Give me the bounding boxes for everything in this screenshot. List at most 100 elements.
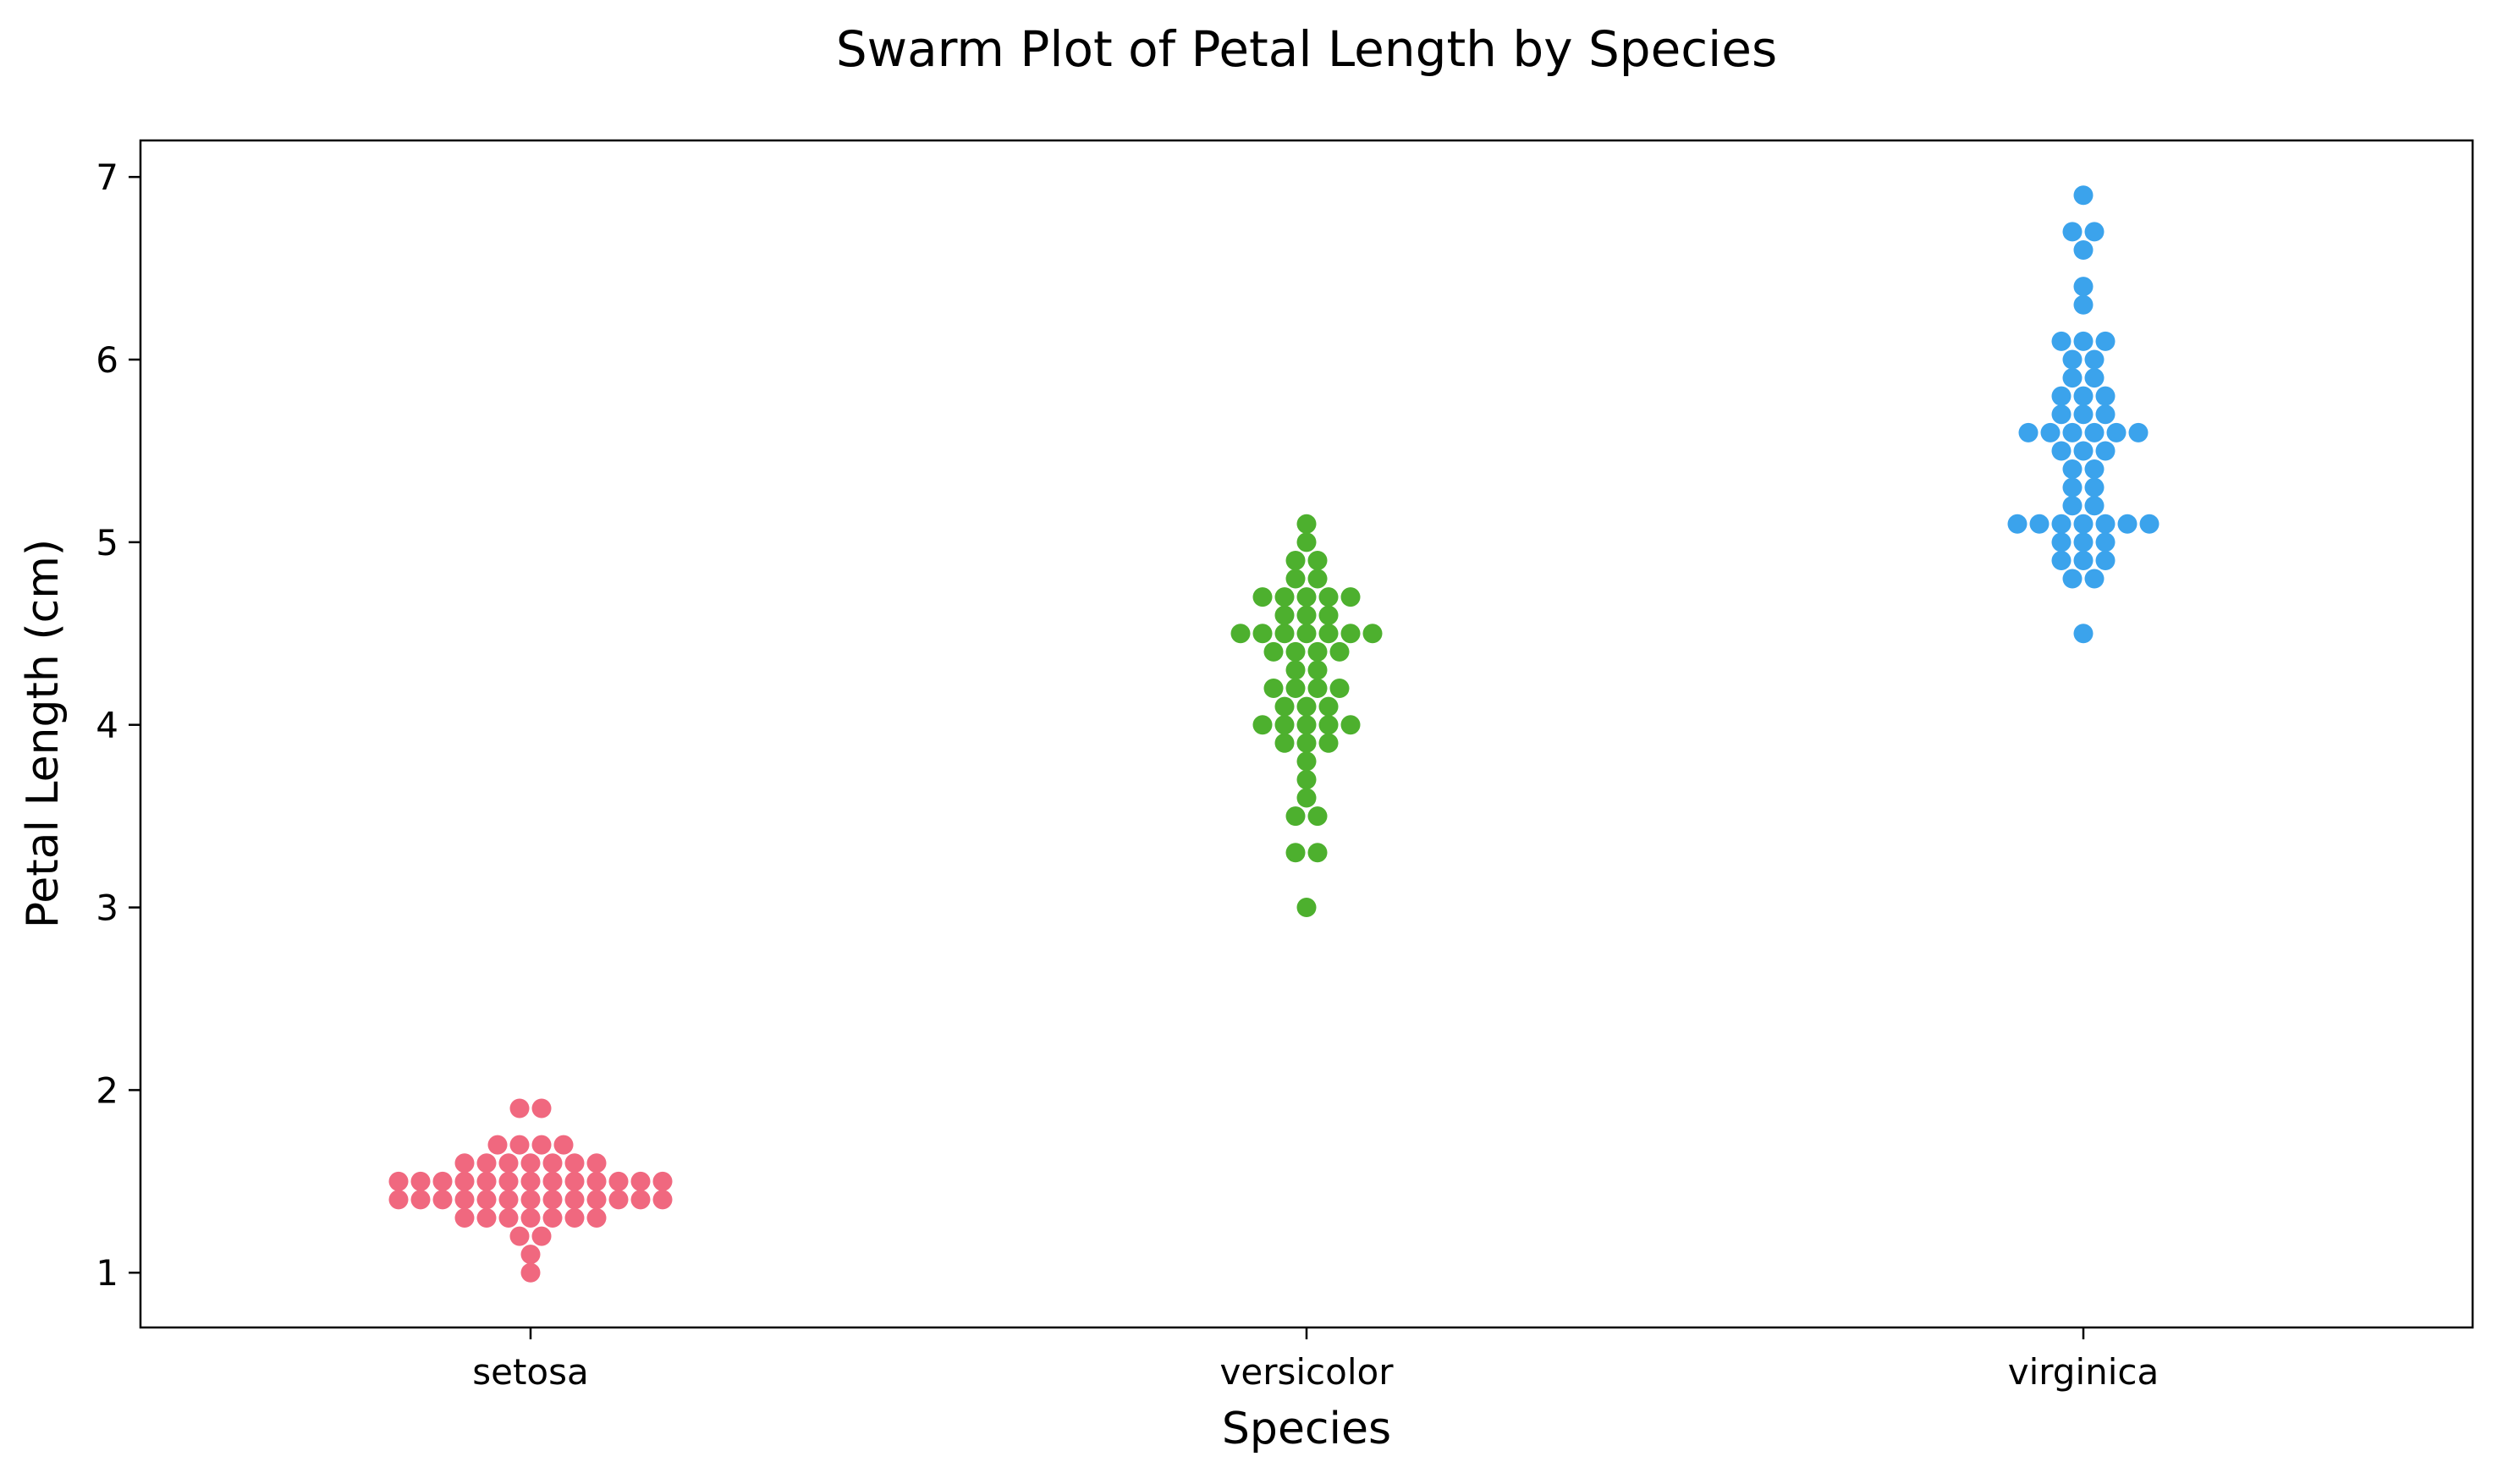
point-versicolor bbox=[1296, 788, 1317, 808]
point-versicolor bbox=[1274, 696, 1295, 717]
point-setosa bbox=[476, 1171, 497, 1191]
point-virginica bbox=[2073, 185, 2094, 206]
point-setosa bbox=[520, 1153, 541, 1173]
x-tick-label-virginica: virginica bbox=[2008, 1351, 2160, 1393]
point-versicolor bbox=[1307, 660, 1328, 680]
point-versicolor bbox=[1296, 751, 1317, 772]
point-setosa bbox=[531, 1226, 552, 1246]
point-versicolor bbox=[1274, 587, 1295, 607]
point-setosa bbox=[553, 1135, 574, 1155]
point-setosa bbox=[652, 1171, 673, 1191]
point-versicolor bbox=[1296, 733, 1317, 753]
point-versicolor bbox=[1230, 624, 1251, 644]
point-setosa bbox=[608, 1190, 629, 1210]
point-virginica bbox=[2128, 422, 2149, 442]
point-setosa bbox=[542, 1190, 563, 1210]
y-tick-label: 5 bbox=[96, 522, 118, 563]
point-setosa bbox=[498, 1207, 519, 1228]
point-virginica bbox=[2062, 459, 2083, 480]
point-virginica bbox=[2073, 294, 2094, 315]
point-versicolor bbox=[1285, 679, 1306, 699]
point-versicolor bbox=[1285, 641, 1306, 662]
point-virginica bbox=[2073, 514, 2094, 534]
point-virginica bbox=[2084, 422, 2105, 442]
point-virginica bbox=[2040, 422, 2061, 442]
point-versicolor bbox=[1318, 696, 1339, 717]
x-tick-label-versicolor: versicolor bbox=[1220, 1351, 1395, 1393]
point-virginica bbox=[2084, 349, 2105, 370]
point-versicolor bbox=[1340, 587, 1361, 607]
point-versicolor bbox=[1318, 733, 1339, 753]
point-setosa bbox=[520, 1262, 541, 1283]
point-virginica bbox=[2073, 404, 2094, 425]
point-virginica bbox=[2073, 624, 2094, 644]
point-setosa bbox=[542, 1207, 563, 1228]
point-virginica bbox=[2095, 514, 2116, 534]
point-virginica bbox=[2073, 532, 2094, 552]
point-setosa bbox=[509, 1135, 530, 1155]
point-virginica bbox=[2073, 277, 2094, 297]
point-virginica bbox=[2139, 514, 2160, 534]
point-virginica bbox=[2051, 550, 2072, 570]
point-versicolor bbox=[1318, 605, 1339, 625]
point-setosa bbox=[586, 1190, 607, 1210]
point-virginica bbox=[2062, 477, 2083, 497]
point-virginica bbox=[2095, 331, 2116, 351]
point-setosa bbox=[520, 1207, 541, 1228]
point-versicolor bbox=[1274, 715, 1295, 735]
point-setosa bbox=[531, 1135, 552, 1155]
point-versicolor bbox=[1252, 587, 1273, 607]
y-axis-label: Petal Length (cm) bbox=[18, 539, 69, 928]
point-virginica bbox=[2084, 496, 2105, 516]
point-setosa bbox=[388, 1171, 409, 1191]
x-tick-label-setosa: setosa bbox=[472, 1351, 589, 1393]
point-setosa bbox=[476, 1153, 497, 1173]
chart-title: Swarm Plot of Petal Length by Species bbox=[836, 20, 1777, 78]
point-setosa bbox=[498, 1153, 519, 1173]
x-axis: setosa versicolor virginica bbox=[472, 1327, 2159, 1393]
point-virginica bbox=[2084, 459, 2105, 480]
point-versicolor bbox=[1318, 624, 1339, 644]
point-setosa bbox=[388, 1190, 409, 1210]
point-setosa bbox=[410, 1190, 431, 1210]
point-virginica bbox=[2073, 386, 2094, 406]
point-virginica bbox=[2106, 422, 2127, 442]
point-setosa bbox=[432, 1190, 453, 1210]
point-setosa bbox=[454, 1190, 475, 1210]
y-tick-label: 2 bbox=[96, 1069, 118, 1111]
point-virginica bbox=[2007, 514, 2028, 534]
point-versicolor bbox=[1274, 624, 1295, 644]
point-versicolor bbox=[1285, 550, 1306, 570]
point-virginica bbox=[2073, 331, 2094, 351]
point-versicolor bbox=[1307, 806, 1328, 827]
y-tick-label: 4 bbox=[96, 705, 118, 746]
point-setosa bbox=[564, 1190, 585, 1210]
y-tick-label: 3 bbox=[96, 888, 118, 929]
point-setosa bbox=[564, 1153, 585, 1173]
point-virginica bbox=[2073, 441, 2094, 461]
point-setosa bbox=[630, 1171, 651, 1191]
point-versicolor bbox=[1285, 843, 1306, 863]
point-setosa bbox=[509, 1098, 530, 1118]
point-versicolor bbox=[1340, 624, 1361, 644]
point-versicolor bbox=[1296, 696, 1317, 717]
point-setosa bbox=[542, 1171, 563, 1191]
point-versicolor bbox=[1296, 624, 1317, 644]
y-tick-label: 7 bbox=[96, 157, 118, 198]
point-setosa bbox=[454, 1153, 475, 1173]
point-setosa bbox=[531, 1098, 552, 1118]
point-versicolor bbox=[1362, 624, 1383, 644]
point-versicolor bbox=[1307, 679, 1328, 699]
point-virginica bbox=[2051, 514, 2072, 534]
point-virginica bbox=[2095, 532, 2116, 552]
point-versicolor bbox=[1329, 679, 1350, 699]
y-axis: 1 2 3 4 5 6 7 bbox=[96, 157, 140, 1294]
point-versicolor bbox=[1285, 806, 1306, 827]
point-versicolor bbox=[1263, 641, 1284, 662]
point-versicolor bbox=[1318, 587, 1339, 607]
point-setosa bbox=[498, 1190, 519, 1210]
point-versicolor bbox=[1296, 898, 1317, 918]
point-virginica bbox=[2062, 496, 2083, 516]
point-setosa bbox=[454, 1171, 475, 1191]
